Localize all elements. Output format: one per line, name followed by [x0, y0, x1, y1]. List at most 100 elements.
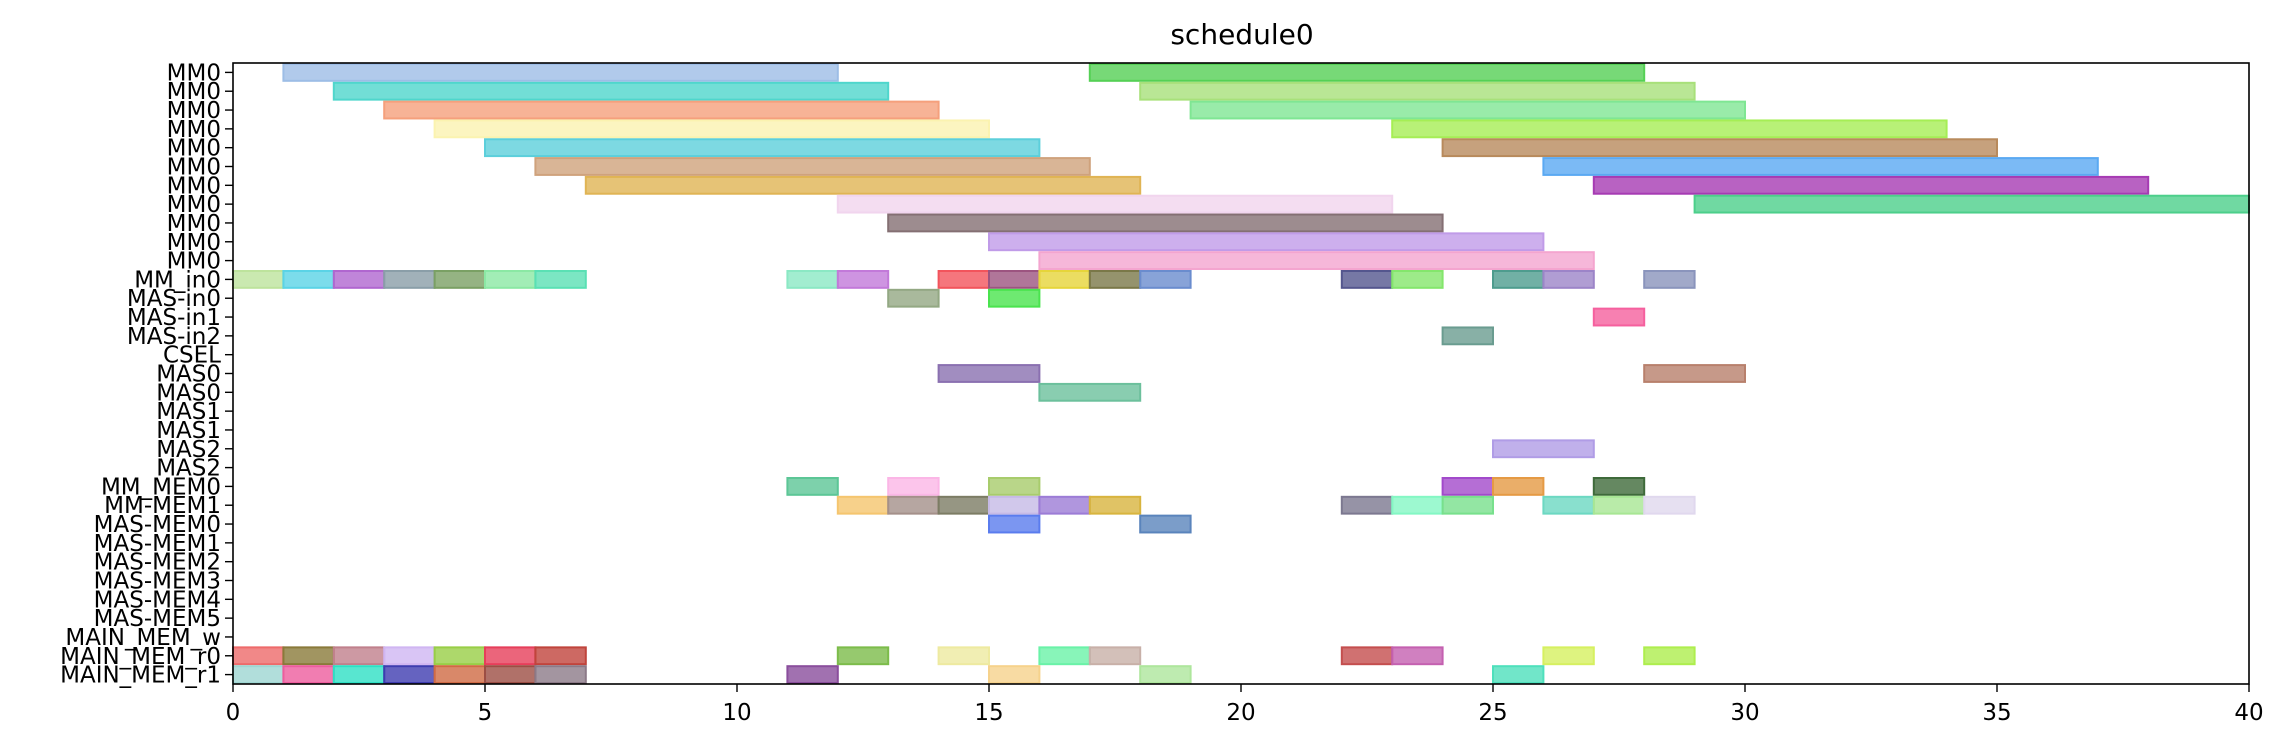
- task-bar: [836, 646, 890, 666]
- task-bar: [988, 477, 1041, 496]
- task-bar: [1592, 307, 1646, 327]
- y-tick-label: MM0: [167, 117, 221, 143]
- task-bar: [786, 270, 839, 289]
- task-bar: [332, 646, 386, 666]
- task-bar: [988, 232, 1545, 252]
- y-tick-label: MAS-MEM4: [94, 587, 221, 613]
- task-bar: [1592, 495, 1646, 515]
- task-bar: [786, 665, 839, 685]
- y-tick-label: MAS-MEM5: [94, 606, 221, 632]
- y-tick-label: MM0: [167, 60, 221, 86]
- task-bar: [836, 270, 890, 289]
- task-bar: [988, 288, 1041, 308]
- task-bar: [937, 495, 990, 515]
- task-bar: [282, 646, 335, 666]
- y-tick-label: MAS-MEM1: [94, 531, 221, 557]
- task-bar: [1492, 665, 1545, 685]
- y-tick-label: MAS2: [156, 437, 221, 463]
- task-bar: [383, 646, 436, 666]
- task-bar: [1038, 495, 1091, 515]
- task-bar: [1492, 439, 1595, 459]
- task-bar: [1492, 270, 1545, 289]
- x-tick-label: 40: [2234, 700, 2263, 726]
- task-bar: [1643, 646, 1696, 666]
- task-bar: [1441, 138, 1998, 158]
- y-tick-label: MAS-in0: [127, 286, 221, 312]
- y-tick-label: MAS0: [156, 362, 221, 388]
- task-bar: [1038, 270, 1091, 289]
- y-tick-label: MAS-MEM3: [94, 569, 221, 595]
- x-tick-label: 35: [1982, 700, 2011, 726]
- task-bar: [484, 138, 1041, 158]
- y-tick-label: MM0: [167, 230, 221, 256]
- task-bar: [1542, 495, 1595, 515]
- x-tick-label: 10: [722, 700, 751, 726]
- y-tick-label: MAS-in2: [127, 324, 221, 350]
- y-tick-label: MM0: [167, 173, 221, 199]
- task-bar: [383, 665, 436, 685]
- task-bar: [836, 495, 890, 515]
- task-bar: [232, 646, 285, 666]
- y-tick-label: MAS-MEM2: [94, 550, 221, 576]
- task-bar: [887, 477, 940, 496]
- task-bar: [1088, 270, 1142, 289]
- task-bar: [937, 364, 1041, 383]
- task-bar: [332, 270, 386, 289]
- y-axis: MM0MM0MM0MM0MM0MM0MM0MM0MM0MM0MM0MM_in0M…: [60, 60, 233, 689]
- y-tick-label: MAS1: [156, 418, 221, 444]
- task-bar: [484, 646, 537, 666]
- task-bar: [1643, 364, 1746, 383]
- task-bar: [988, 665, 1041, 685]
- task-bar: [1340, 495, 1394, 515]
- y-tick-label: MAS-MEM0: [94, 512, 221, 538]
- x-tick-label: 5: [478, 700, 493, 726]
- task-bar: [1441, 477, 1494, 496]
- task-bar: [282, 63, 839, 82]
- x-tick-label: 25: [1478, 700, 1507, 726]
- task-bar: [534, 665, 587, 685]
- task-bar: [937, 646, 990, 666]
- task-bar: [584, 175, 1142, 195]
- task-bar: [534, 270, 587, 289]
- task-bar: [433, 646, 487, 666]
- task-bar: [1139, 81, 1696, 101]
- x-tick-label: 15: [974, 700, 1003, 726]
- task-bar: [988, 495, 1041, 515]
- y-tick-label: MM0: [167, 98, 221, 124]
- task-bar: [1391, 495, 1444, 515]
- task-bar: [332, 81, 890, 101]
- task-bar: [433, 665, 487, 685]
- y-tick-label: MM_in0: [134, 267, 221, 293]
- y-tick-label: MAS-in1: [127, 305, 221, 331]
- y-tick-label: MM0: [167, 155, 221, 181]
- task-bar: [1492, 477, 1545, 496]
- task-bar: [1391, 646, 1444, 666]
- task-bar: [1038, 382, 1142, 402]
- y-tick-label: MM0: [167, 79, 221, 105]
- task-bar: [1441, 326, 1494, 346]
- task-bar: [1391, 119, 1948, 139]
- task-bar: [887, 213, 1444, 233]
- task-bar: [1038, 646, 1091, 666]
- x-tick-label: 20: [1226, 700, 1255, 726]
- task-bar: [232, 665, 285, 685]
- y-tick-label: MM0: [167, 211, 221, 237]
- task-bar: [1139, 514, 1192, 534]
- task-bar: [887, 495, 940, 515]
- task-bar: [484, 665, 537, 685]
- task-bar: [1340, 646, 1394, 666]
- y-tick-label: MAIN_MEM_r1: [60, 663, 221, 689]
- task-bar: [1542, 157, 2099, 176]
- x-axis: 0 5 10 15 20 25 30 35 40: [226, 684, 2264, 726]
- task-bar: [282, 665, 335, 685]
- task-bar: [1542, 270, 1595, 289]
- task-bar: [433, 119, 991, 139]
- task-bar: [1542, 646, 1595, 666]
- task-bar: [937, 270, 990, 289]
- task-bars: [232, 63, 2250, 685]
- task-bar: [433, 270, 487, 289]
- y-tick-label: MM_MEM0: [101, 474, 221, 500]
- task-bar: [1693, 194, 2250, 214]
- chart-title: schedule0: [1170, 18, 1313, 51]
